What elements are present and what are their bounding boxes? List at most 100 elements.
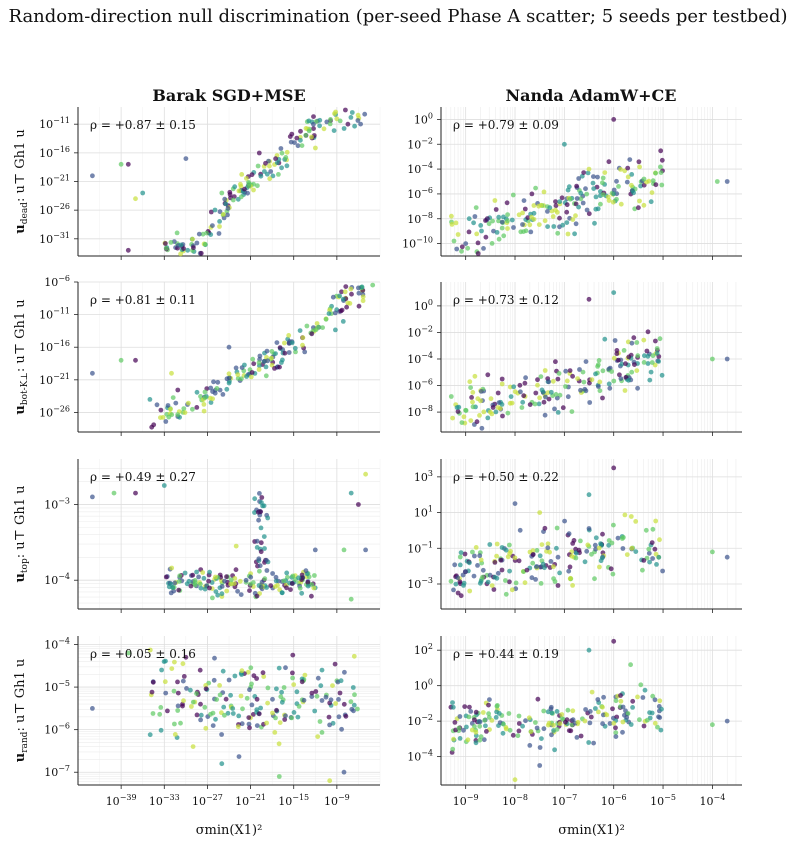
scatter-point [291, 682, 297, 687]
scatter-point [276, 741, 282, 747]
scatter-point [254, 545, 260, 550]
scatter-point [295, 143, 301, 149]
scatter-point [585, 170, 591, 176]
scatter-point [247, 725, 252, 731]
scatter-point [215, 592, 221, 598]
scatter-point [481, 409, 487, 415]
scatter-point [359, 284, 365, 290]
scatter-point [311, 121, 316, 127]
scatter-point [302, 349, 308, 355]
scatter-point [263, 364, 269, 370]
scatter-point [486, 702, 491, 708]
scatter-point [341, 701, 347, 707]
scatter-point [531, 216, 537, 222]
scatter-point [487, 409, 493, 415]
scatter-point [475, 240, 481, 246]
scatter-point [618, 201, 624, 207]
scatter-point [260, 670, 266, 676]
scatter-point [181, 698, 186, 704]
scatter-point [270, 710, 275, 716]
scatter-point [284, 163, 290, 169]
scatter-point [269, 349, 275, 354]
scatter-point [593, 371, 598, 377]
scatter-point [150, 679, 156, 685]
scatter-point [190, 744, 196, 749]
scatter-point [255, 163, 261, 169]
scatter-point [455, 409, 461, 414]
scatter-point [654, 350, 660, 356]
scatter-point [530, 552, 536, 557]
scatter-point [158, 727, 164, 733]
scatter-point [503, 726, 509, 732]
scatter-point [210, 595, 215, 601]
scatter-point [595, 174, 600, 180]
scatter-point [360, 294, 366, 300]
scatter-point [657, 698, 663, 704]
scatter-point [210, 223, 215, 229]
scatter-point [194, 569, 200, 575]
scatter-point [656, 554, 662, 560]
scatter-point [314, 321, 320, 326]
scatter-point [226, 677, 232, 683]
scatter-point [520, 210, 525, 216]
scatter-point [212, 207, 218, 213]
scatter-point [559, 715, 565, 721]
scatter-point [478, 389, 484, 394]
scatter-point [356, 285, 361, 291]
scatter-point [641, 176, 647, 182]
scatter-point [217, 219, 223, 224]
scatter-point [472, 724, 477, 729]
row-2-ylabel: ubot-K⊥: u⊤ Gh1 u [13, 299, 30, 414]
scatter-point [305, 580, 311, 585]
scatter-point [567, 564, 573, 570]
scatter-point [533, 185, 538, 191]
scatter-point [284, 149, 290, 155]
scatter-point [261, 674, 267, 679]
scatter-point [578, 733, 584, 739]
scatter-point [309, 690, 315, 696]
scatter-point [242, 362, 247, 368]
scatter-point [246, 183, 252, 189]
scatter-point [235, 724, 241, 730]
scatter-point [619, 361, 625, 367]
scatter-point [273, 574, 279, 580]
scatter-point [224, 588, 230, 594]
scatter-point [331, 128, 337, 134]
scatter-point [333, 327, 338, 333]
scatter-point [213, 716, 218, 722]
scatter-point [220, 392, 226, 397]
scatter-point [574, 183, 579, 189]
scatter-point [629, 545, 635, 551]
scatter-point [210, 396, 216, 402]
scatter-point [172, 721, 177, 727]
scatter-point [589, 689, 595, 695]
x-axis-label: σmin(X1)² [558, 823, 625, 838]
scatter-point [203, 686, 209, 692]
correlation-annotation: ρ = +0.50 ± 0.22 [453, 470, 559, 484]
scatter-point [351, 702, 357, 708]
y-tick-label: 10−4 [44, 637, 70, 652]
scatter-point [289, 340, 295, 346]
scatter-point [279, 150, 285, 156]
scatter-point [161, 483, 167, 488]
scatter-point [336, 714, 342, 720]
scatter-point [305, 583, 311, 589]
scatter-point [576, 176, 582, 181]
scatter-point [163, 419, 169, 424]
y-tick-label: 10−4 [44, 572, 70, 587]
scatter-point [224, 574, 229, 580]
scatter-point [340, 319, 346, 324]
scatter-point [258, 525, 264, 531]
scatter-point [491, 228, 496, 234]
scatter-point [595, 697, 601, 702]
scatter-point [326, 311, 332, 316]
scatter-point [294, 135, 300, 141]
scatter-point [457, 554, 463, 560]
scatter-point [516, 558, 522, 564]
scatter-point [477, 719, 483, 725]
scatter-point [486, 711, 491, 717]
scatter-point [525, 215, 531, 221]
scatter-point [507, 542, 512, 548]
scatter-point [599, 555, 605, 561]
scatter-point [512, 501, 518, 506]
